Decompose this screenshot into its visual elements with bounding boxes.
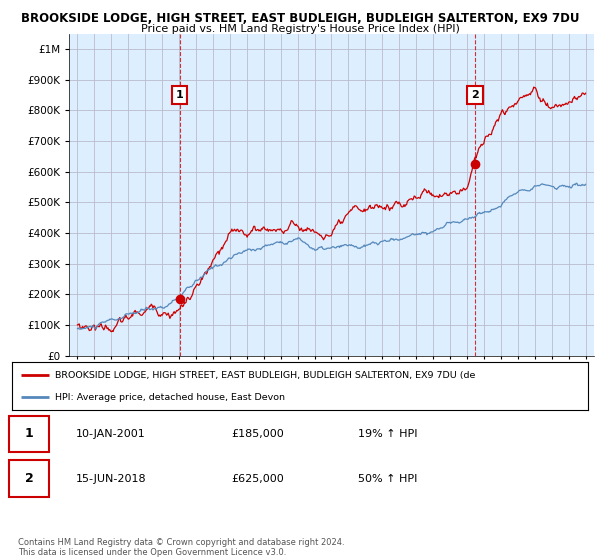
Text: Contains HM Land Registry data © Crown copyright and database right 2024.
This d: Contains HM Land Registry data © Crown c… <box>18 538 344 557</box>
FancyBboxPatch shape <box>9 416 49 452</box>
Text: 19% ↑ HPI: 19% ↑ HPI <box>358 429 417 438</box>
Text: 1: 1 <box>25 427 34 440</box>
Text: HPI: Average price, detached house, East Devon: HPI: Average price, detached house, East… <box>55 393 285 402</box>
Text: 10-JAN-2001: 10-JAN-2001 <box>76 429 145 438</box>
FancyBboxPatch shape <box>9 460 49 497</box>
Text: £625,000: £625,000 <box>231 474 284 483</box>
Text: £185,000: £185,000 <box>231 429 284 438</box>
Text: 1: 1 <box>176 90 184 100</box>
Text: 2: 2 <box>25 472 34 485</box>
Text: Price paid vs. HM Land Registry's House Price Index (HPI): Price paid vs. HM Land Registry's House … <box>140 24 460 34</box>
Text: BROOKSIDE LODGE, HIGH STREET, EAST BUDLEIGH, BUDLEIGH SALTERTON, EX9 7DU (de: BROOKSIDE LODGE, HIGH STREET, EAST BUDLE… <box>55 371 476 380</box>
Text: 15-JUN-2018: 15-JUN-2018 <box>76 474 146 483</box>
Text: 2: 2 <box>471 90 479 100</box>
Text: 50% ↑ HPI: 50% ↑ HPI <box>358 474 417 483</box>
Text: BROOKSIDE LODGE, HIGH STREET, EAST BUDLEIGH, BUDLEIGH SALTERTON, EX9 7DU: BROOKSIDE LODGE, HIGH STREET, EAST BUDLE… <box>21 12 579 25</box>
